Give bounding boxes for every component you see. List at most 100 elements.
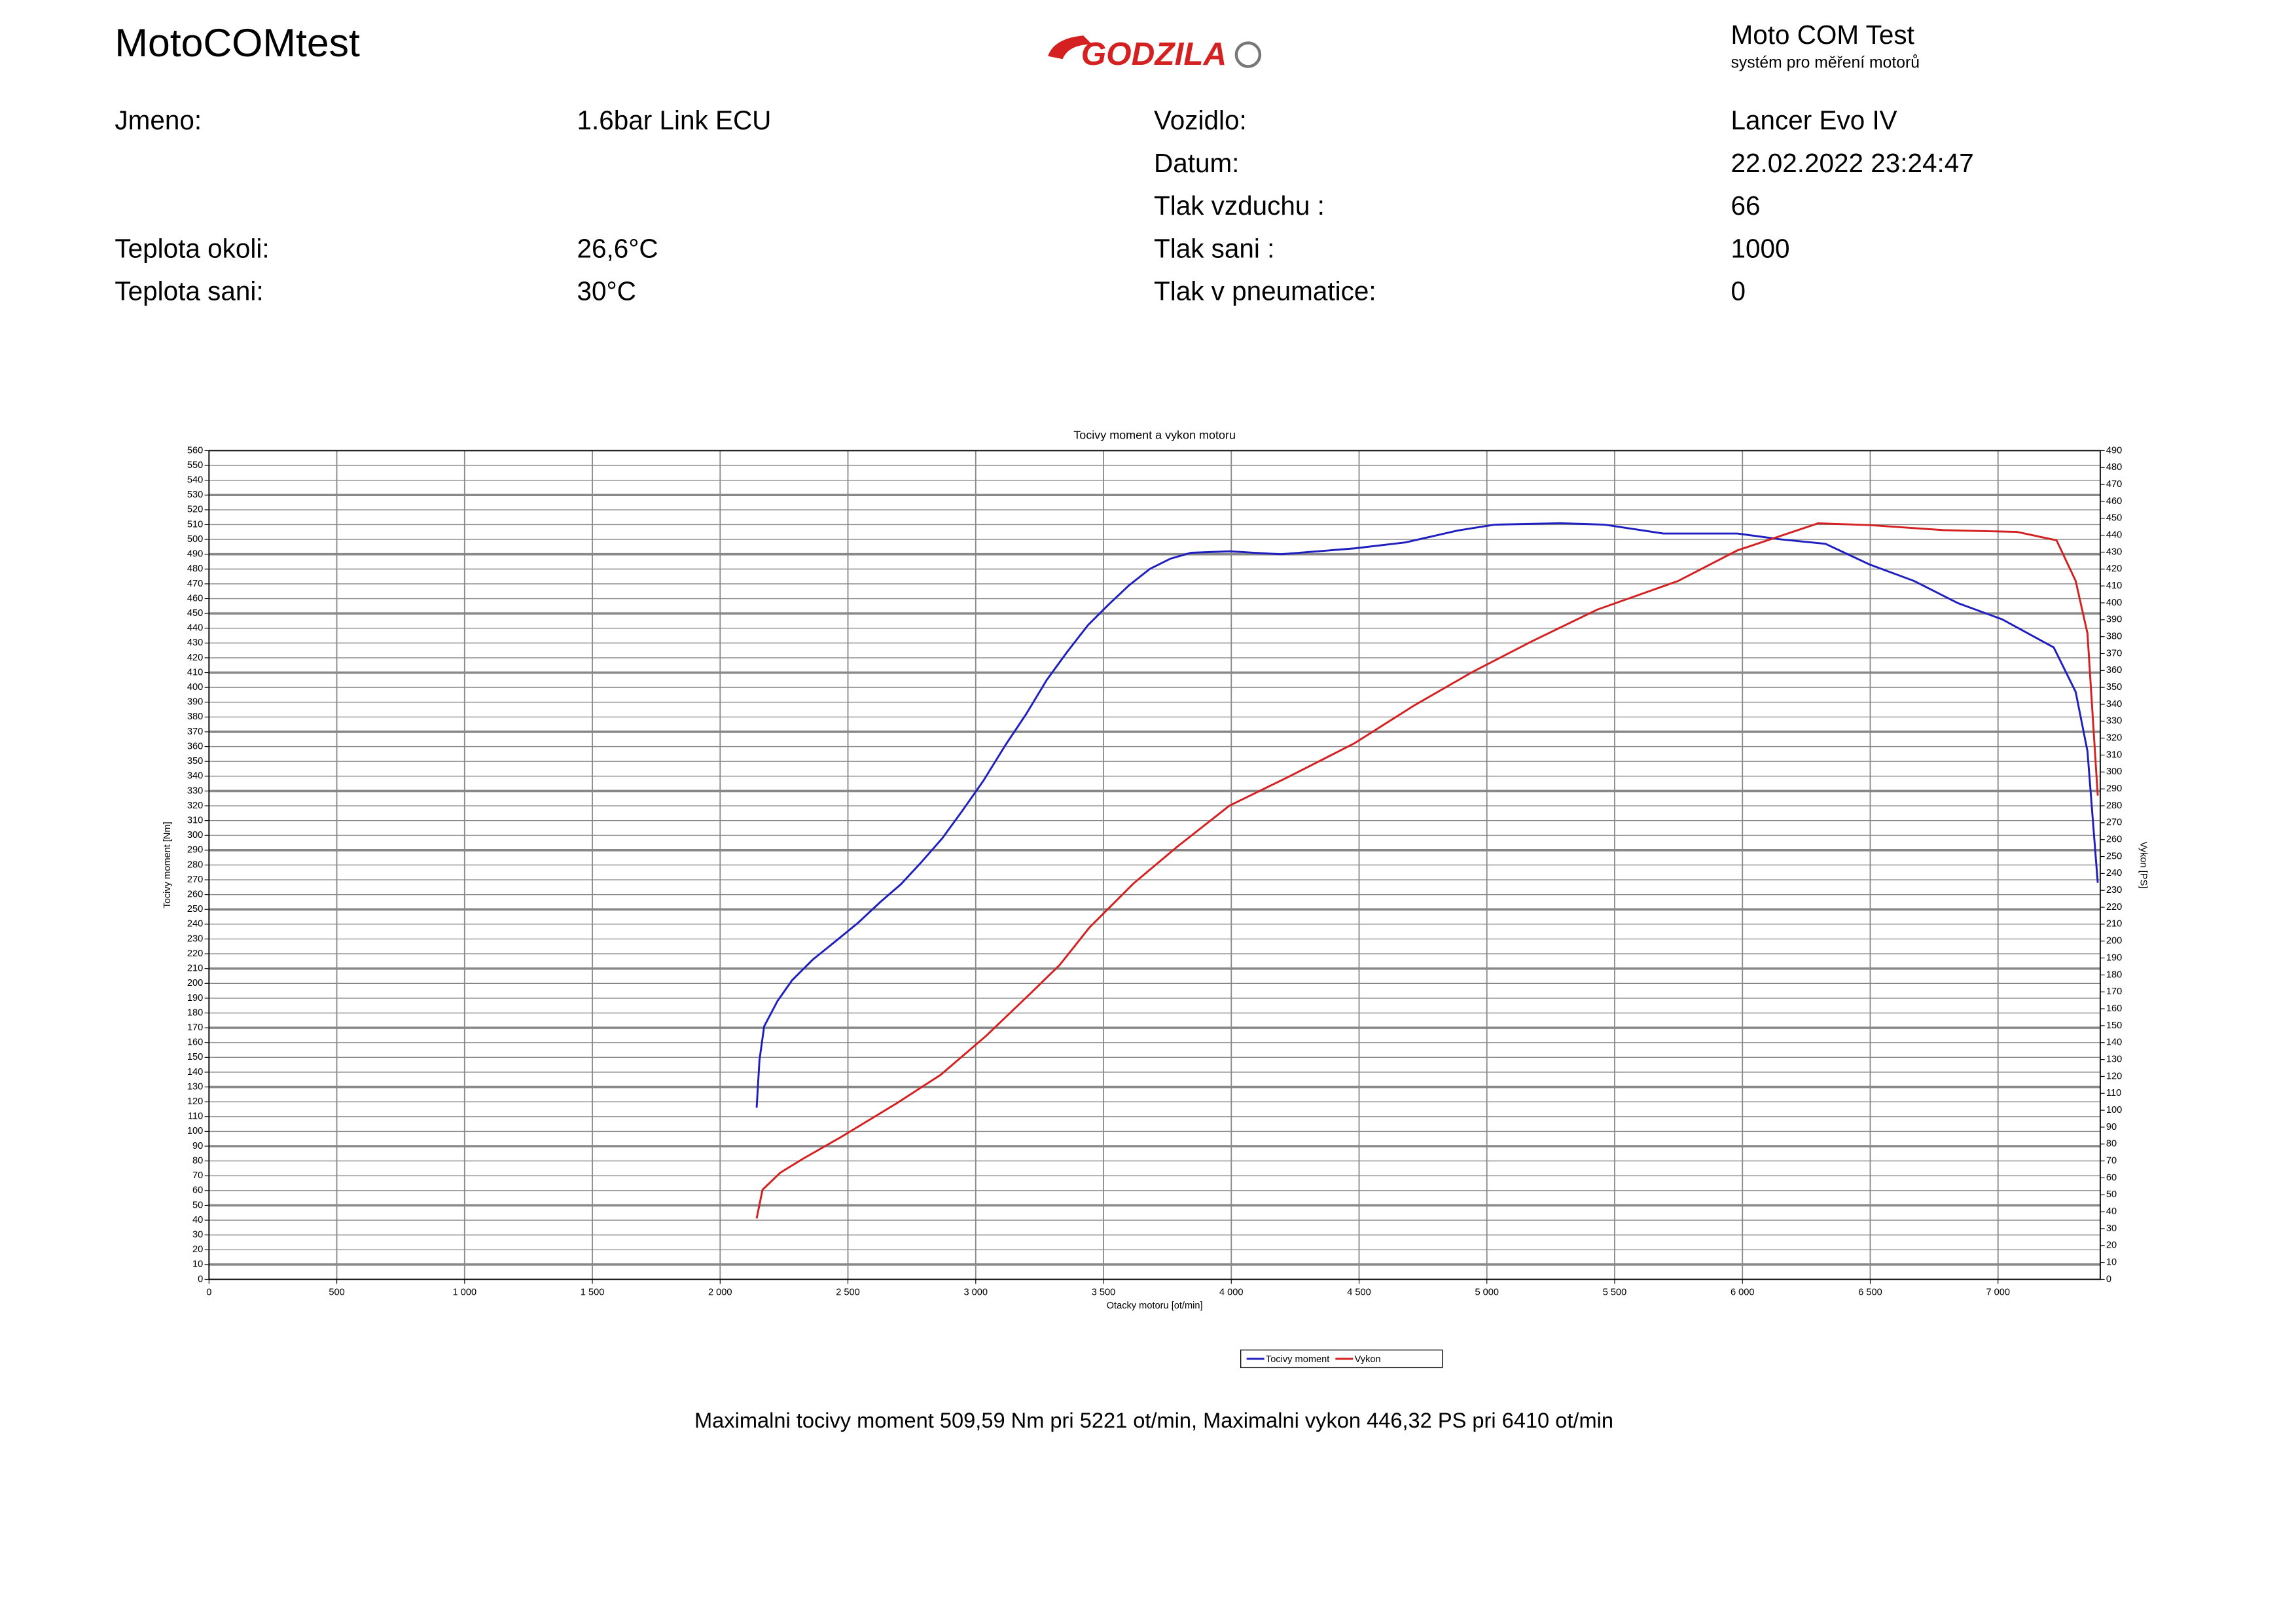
- y-tick-label: 230: [187, 933, 203, 944]
- summary: Maximalni tocivy moment 509,59 Nm pri 52…: [694, 1408, 1613, 1432]
- y2-tick-label: 200: [2106, 936, 2122, 947]
- y-tick-label: 540: [187, 475, 203, 486]
- y2-tick-label: 150: [2106, 1020, 2122, 1031]
- x-tick-label: 4 000: [1219, 1288, 1244, 1298]
- y2-tick-label: 220: [2106, 902, 2122, 912]
- y-tick-label: 200: [187, 978, 203, 988]
- y-tick-label: 50: [192, 1200, 203, 1210]
- y-tick-label: 430: [187, 638, 203, 648]
- y-tick-label: 10: [192, 1259, 203, 1270]
- y-tick-label: 150: [187, 1052, 203, 1062]
- y2-tick-label: 460: [2106, 496, 2122, 507]
- y2-tick-label: 110: [2106, 1088, 2121, 1098]
- y-tick-label: 380: [187, 712, 203, 722]
- y-axis-title: Tocivy moment [Nm]: [162, 821, 173, 908]
- y-tick-label: 330: [187, 785, 203, 796]
- x-tick-label: 6 000: [1731, 1288, 1755, 1298]
- chart-title: Tocivy moment a vykon motoru: [1073, 429, 1236, 442]
- y2-tick-label: 380: [2106, 632, 2122, 642]
- field-value: 66: [1731, 190, 1760, 221]
- y-tick-label: 390: [187, 697, 203, 708]
- y-tick-label: 560: [187, 445, 203, 456]
- y-tick-label: 530: [187, 490, 203, 500]
- y2-tick-label: 160: [2106, 1003, 2122, 1014]
- y2-tick-label: 170: [2106, 986, 2122, 997]
- y2-tick-label: 470: [2106, 479, 2122, 490]
- field-value: 22.02.2022 23:24:47: [1731, 148, 1973, 178]
- y2-tick-label: 340: [2106, 699, 2122, 710]
- y2-tick-label: 360: [2106, 665, 2122, 676]
- x-tick-label: 3 500: [1092, 1288, 1116, 1298]
- field-label: Vozidlo:: [1154, 105, 1247, 135]
- y-tick-label: 220: [187, 948, 203, 959]
- y-tick-label: 320: [187, 801, 203, 811]
- y2-tick-label: 410: [2106, 581, 2122, 591]
- y2-tick-label: 370: [2106, 648, 2122, 659]
- y2-tick-label: 310: [2106, 749, 2122, 760]
- field-label: Teplota okoli:: [115, 233, 269, 263]
- x-tick-label: 5 000: [1475, 1288, 1499, 1298]
- y-tick-label: 270: [187, 875, 203, 885]
- y-tick-label: 0: [198, 1274, 203, 1284]
- x-tick-label: 5 500: [1603, 1288, 1627, 1298]
- field-label: Tlak sani :: [1154, 233, 1274, 263]
- y-tick-label: 400: [187, 682, 203, 693]
- y-tick-label: 30: [192, 1230, 203, 1240]
- x-tick-label: 6 500: [1858, 1288, 1882, 1298]
- y2-tick-label: 480: [2106, 462, 2122, 473]
- x-tick-label: 4 500: [1347, 1288, 1371, 1298]
- field-label: Tlak vzduchu :: [1154, 190, 1325, 221]
- y2-tick-label: 300: [2106, 767, 2122, 777]
- y-tick-label: 370: [187, 727, 203, 737]
- y2-axis-title: Vykon [PS]: [2138, 842, 2148, 889]
- page-title: MotoCOMtest: [115, 20, 360, 65]
- y2-tick-label: 90: [2106, 1122, 2117, 1132]
- legend-label: Vykon: [1355, 1354, 1381, 1365]
- y-tick-label: 180: [187, 1007, 203, 1018]
- y2-tick-label: 350: [2106, 682, 2122, 693]
- y-tick-label: 550: [187, 460, 203, 471]
- y-tick-label: 420: [187, 653, 203, 663]
- x-axis-title: Otacky motoru [ot/min]: [1107, 1301, 1203, 1311]
- field-label: Tlak v pneumatice:: [1154, 276, 1376, 306]
- y2-tick-label: 430: [2106, 547, 2122, 557]
- logo: GODZILA: [1048, 35, 1262, 72]
- x-tick-label: 3 000: [963, 1288, 988, 1298]
- field-label: Datum:: [1154, 148, 1239, 178]
- y-tick-label: 70: [192, 1170, 203, 1181]
- x-tick-label: 2 500: [836, 1288, 860, 1298]
- y-tick-label: 500: [187, 534, 203, 545]
- field-value: 1.6bar Link ECU: [577, 105, 771, 135]
- y2-tick-label: 250: [2106, 851, 2122, 861]
- y2-tick-label: 280: [2106, 801, 2122, 811]
- y-tick-label: 280: [187, 859, 203, 870]
- y-tick-label: 450: [187, 608, 203, 619]
- y2-tick-label: 120: [2106, 1071, 2122, 1081]
- y-tick-label: 460: [187, 593, 203, 604]
- y-tick-label: 310: [187, 815, 203, 825]
- x-tick-label: 1 000: [453, 1288, 477, 1298]
- y-tick-label: 140: [187, 1067, 203, 1077]
- y2-tick-label: 490: [2106, 445, 2122, 456]
- y-tick-label: 490: [187, 549, 203, 560]
- data-line: [755, 522, 2099, 1108]
- y-tick-label: 480: [187, 564, 203, 574]
- y2-tick-label: 30: [2106, 1223, 2117, 1234]
- y-tick-label: 510: [187, 519, 203, 530]
- y-tick-label: 130: [187, 1081, 203, 1092]
- y-tick-label: 60: [192, 1185, 203, 1196]
- y-tick-label: 290: [187, 845, 203, 856]
- y-tick-label: 410: [187, 667, 203, 677]
- y-tick-label: 250: [187, 904, 203, 914]
- y2-tick-label: 40: [2106, 1206, 2117, 1217]
- y2-tick-label: 420: [2106, 564, 2122, 574]
- y2-tick-label: 190: [2106, 952, 2122, 963]
- y-tick-label: 440: [187, 623, 203, 634]
- y2-tick-label: 20: [2106, 1240, 2117, 1251]
- y2-tick-label: 80: [2106, 1139, 2117, 1149]
- y2-tick-label: 50: [2106, 1189, 2117, 1200]
- y2-tick-label: 70: [2106, 1155, 2117, 1166]
- y2-tick-label: 260: [2106, 835, 2122, 845]
- field-value: Lancer Evo IV: [1731, 105, 1897, 135]
